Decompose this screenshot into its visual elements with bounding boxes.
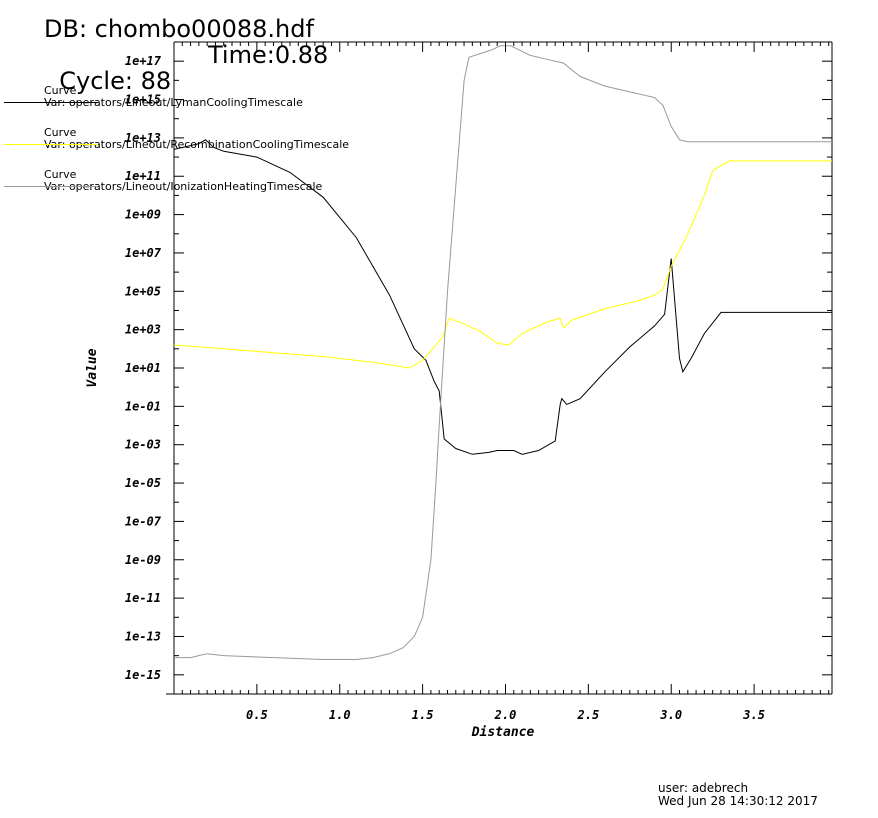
- x-tick-label: 0.5: [246, 708, 268, 722]
- y-tick-label: 1e+05: [125, 284, 161, 298]
- plot-frame: [166, 41, 833, 695]
- series-line-0: [173, 139, 832, 455]
- y-tick-label: 1e-09: [125, 553, 161, 567]
- y-tick-label: 1e+09: [125, 208, 161, 222]
- legend-curve-label: Curve: [44, 168, 77, 181]
- cycle-label: Cycle: 88: [59, 67, 172, 95]
- legend-curve-label: Curve: [44, 84, 77, 97]
- legend-swatch: [4, 144, 98, 145]
- curves: [173, 45, 832, 660]
- legend-var-label: Var: operators/Lineout/IonizationHeating…: [44, 180, 323, 193]
- y-tick-label: 1e+07: [125, 246, 162, 260]
- x-tick-label: 1.5: [412, 708, 434, 722]
- series-line-1: [173, 160, 832, 369]
- y-axis-title: Value: [85, 348, 100, 387]
- legend-entry-ionization: Curve Var: operators/Lineout/IonizationH…: [4, 168, 424, 208]
- legend-var-label: Var: operators/Lineout/LymanCoolingTimes…: [44, 96, 303, 109]
- legend-entry-lyman: Curve Var: operators/Lineout/LymanCoolin…: [4, 84, 424, 124]
- y-tick-label: 1e+15: [125, 93, 161, 107]
- y-tick-label: 1e+17: [125, 54, 162, 68]
- time-label: Time:0.88: [208, 41, 329, 69]
- y-tick-label: 1e-05: [125, 476, 161, 490]
- series-line-2: [174, 45, 832, 660]
- x-tick-label: 3.0: [659, 708, 682, 722]
- legend-swatch: [4, 102, 98, 103]
- y-tick-label: 1e+01: [125, 361, 161, 375]
- y-tick-label: 1e+03: [125, 323, 161, 337]
- cycle-time-line: Cycle: 88 Time:0.88: [44, 42, 328, 120]
- y-tick-label: 1e+11: [125, 169, 161, 183]
- footer-date: Wed Jun 28 14:30:12 2017: [658, 794, 818, 808]
- y-tick-label: 1e-01: [125, 399, 161, 413]
- y-tick-label: 1e-03: [125, 438, 161, 452]
- y-tick-label: 1e-15: [125, 668, 161, 682]
- y-tick-label: 1e-07: [125, 514, 162, 528]
- legend-swatch: [4, 186, 98, 187]
- database-title: DB: chombo00088.hdf: [44, 15, 314, 43]
- x-tick-label: 3.5: [742, 708, 765, 722]
- y-tick-label: 1e-11: [125, 591, 161, 605]
- x-tick-label: 1.0: [329, 708, 351, 722]
- legend-curve-label: Curve: [44, 126, 77, 139]
- y-tick-label: 1e+13: [125, 131, 161, 145]
- footer-user: user: adebrech: [658, 781, 749, 795]
- x-axis-title: Distance: [471, 725, 535, 740]
- axis-ticks: 0.5 1.0 1.5 2.0 2.5 3.0 3.5 1e-15 1e-13 1e-11 1e-0…: [125, 41, 832, 722]
- x-tick-label: 2.5: [577, 708, 600, 722]
- y-tick-label: 1e-13: [125, 629, 161, 643]
- x-tick-label: 2.0: [494, 708, 517, 722]
